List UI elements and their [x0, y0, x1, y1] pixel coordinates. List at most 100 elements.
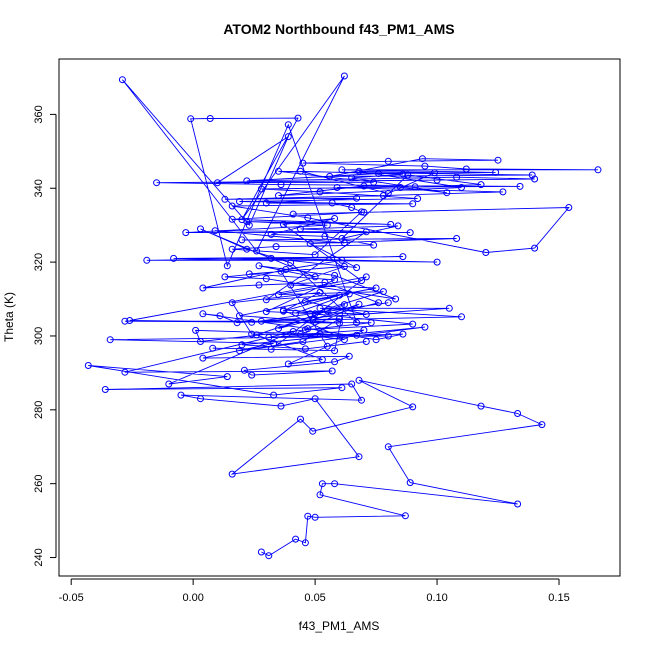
data-point	[143, 256, 151, 264]
x-tick-label: 0.10	[426, 592, 447, 604]
data-point	[255, 262, 263, 270]
data-point	[594, 166, 602, 174]
data-point	[375, 170, 382, 177]
data-point	[353, 319, 361, 327]
data-point	[411, 183, 419, 191]
data-point	[414, 195, 422, 203]
data-point	[348, 380, 356, 388]
data-point	[353, 264, 361, 272]
data-point	[384, 157, 392, 165]
data-point	[187, 115, 195, 123]
data-point	[299, 159, 307, 167]
data-point	[275, 325, 282, 333]
data-point	[238, 216, 246, 224]
data-point	[514, 500, 522, 508]
data-point	[323, 221, 331, 229]
data-point	[279, 220, 287, 228]
data-point	[228, 470, 236, 478]
data-point	[340, 263, 348, 270]
data-point	[199, 354, 207, 362]
data-point	[277, 402, 285, 410]
data-point	[257, 548, 265, 556]
data-point	[275, 291, 282, 299]
data-point	[199, 284, 207, 292]
data-point	[499, 188, 507, 196]
data-point	[336, 291, 343, 299]
data-point	[279, 306, 287, 314]
data-point	[338, 384, 346, 392]
data-point	[336, 315, 343, 323]
data-point	[233, 319, 241, 327]
data-point	[284, 133, 292, 141]
data-point	[318, 480, 326, 488]
data-point	[514, 410, 522, 417]
data-point	[462, 165, 470, 173]
data-point	[362, 338, 370, 345]
y-axis-label: Theta (K)	[2, 292, 16, 342]
data-point	[301, 326, 309, 334]
data-point	[565, 204, 573, 211]
data-point	[297, 331, 304, 338]
data-point	[262, 275, 270, 283]
data-point	[379, 288, 387, 296]
series-line	[88, 75, 599, 557]
data-point	[431, 169, 439, 177]
data-point	[409, 320, 417, 328]
data-point	[257, 317, 265, 325]
data-point	[326, 172, 334, 180]
data-point	[197, 338, 204, 345]
data-point	[282, 266, 290, 273]
data-point	[338, 235, 346, 242]
data-point	[387, 220, 395, 228]
data-point	[328, 199, 336, 207]
data-point	[304, 512, 312, 520]
data-point	[311, 513, 319, 521]
data-point	[221, 273, 229, 281]
data-point	[340, 336, 348, 344]
data-point	[370, 178, 378, 186]
data-point	[284, 360, 292, 368]
data-point	[321, 232, 329, 240]
data-point	[301, 345, 309, 353]
data-point	[345, 290, 353, 298]
data-point	[311, 273, 319, 281]
data-point	[406, 229, 414, 237]
data-point	[248, 330, 256, 338]
data-point	[262, 296, 270, 304]
data-point	[409, 403, 417, 411]
data-point	[236, 198, 243, 205]
data-point	[170, 254, 178, 262]
data-point	[262, 199, 270, 207]
x-tick-label: 0.05	[304, 592, 325, 604]
data-point	[228, 299, 236, 307]
data-point	[401, 512, 409, 520]
data-point	[528, 171, 536, 179]
data-point	[384, 332, 392, 340]
data-point	[304, 214, 312, 222]
data-point	[353, 331, 361, 339]
data-point	[289, 210, 297, 218]
data-point	[243, 245, 251, 253]
data-point	[84, 362, 92, 369]
data-point	[270, 391, 278, 399]
data-point	[331, 347, 339, 355]
data-point	[311, 310, 319, 318]
data-point	[101, 386, 109, 393]
data-point	[372, 336, 380, 344]
y-tick-label: 260	[33, 475, 45, 493]
data-point	[228, 215, 236, 223]
x-tick-label: -0.05	[59, 592, 84, 604]
data-point	[275, 192, 282, 200]
data-point	[301, 297, 309, 305]
data-point	[257, 185, 265, 193]
data-point	[538, 421, 546, 429]
data-point	[301, 539, 309, 547]
data-point	[399, 330, 407, 338]
data-point	[421, 323, 429, 331]
data-point	[118, 76, 126, 84]
data-point	[297, 225, 304, 233]
data-point	[277, 181, 285, 189]
data-point	[306, 240, 314, 248]
data-point	[316, 188, 324, 196]
data-point	[333, 184, 341, 191]
